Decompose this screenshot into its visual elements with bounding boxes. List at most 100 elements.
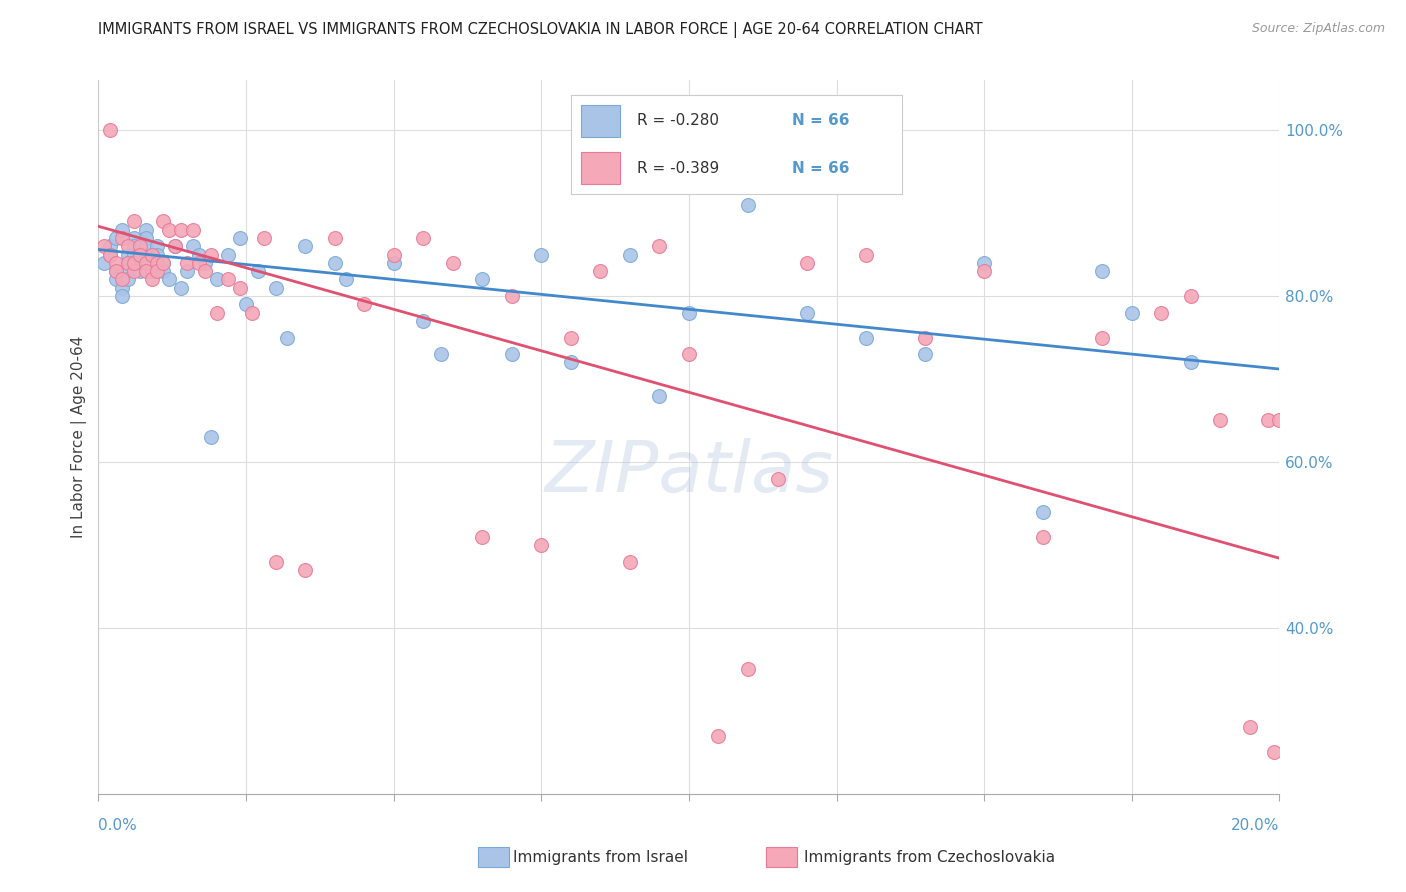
Point (441, 256, 464, 270)
Point (353, 297, 375, 311)
Point (152, 256, 174, 270)
Point (194, 264, 217, 278)
Point (111, 231, 134, 245)
Point (128, 256, 150, 270)
Point (1091, 330, 1114, 344)
Point (412, 231, 434, 245)
Point (1180, 289, 1202, 303)
Point (157, 222, 180, 236)
Point (766, 472, 789, 486)
Point (135, 239, 157, 253)
Point (217, 272, 239, 286)
Point (111, 272, 134, 286)
Point (1257, 413, 1279, 427)
Point (105, 264, 128, 278)
Point (165, 239, 187, 253)
Point (187, 256, 209, 270)
Text: 0.0%: 0.0% (98, 818, 138, 832)
Point (122, 231, 145, 245)
Point (176, 256, 198, 270)
Point (98, 247, 121, 261)
Point (122, 239, 145, 253)
Point (914, 347, 936, 361)
Point (973, 256, 995, 270)
Point (335, 272, 357, 286)
Point (152, 214, 174, 228)
Text: Immigrants from Israel: Immigrants from Israel (513, 850, 688, 864)
Point (93, 239, 115, 253)
Point (796, 256, 818, 270)
Point (264, 281, 287, 295)
Point (135, 264, 157, 278)
Text: 20.0%: 20.0% (1232, 818, 1279, 832)
Point (619, 555, 641, 569)
Point (128, 247, 150, 261)
Point (240, 305, 263, 319)
Point (1239, 721, 1261, 735)
Point (560, 330, 582, 344)
Point (135, 256, 157, 270)
Point (117, 272, 139, 286)
Point (560, 355, 582, 369)
Point (157, 272, 180, 286)
Point (170, 281, 193, 295)
Point (1032, 530, 1054, 544)
Point (122, 214, 145, 228)
Point (294, 563, 316, 577)
Point (205, 272, 228, 286)
Point (914, 330, 936, 344)
Point (122, 247, 145, 261)
Point (323, 231, 346, 245)
Point (501, 289, 523, 303)
Point (122, 256, 145, 270)
Y-axis label: In Labor Force | Age 20-64: In Labor Force | Age 20-64 (72, 336, 87, 538)
Point (98, 239, 121, 253)
Point (530, 247, 553, 261)
Point (382, 256, 405, 270)
Point (973, 264, 995, 278)
Point (152, 256, 174, 270)
Point (1263, 745, 1285, 759)
Point (117, 239, 139, 253)
Point (111, 222, 134, 236)
Point (471, 530, 494, 544)
Point (737, 662, 759, 676)
Point (117, 247, 139, 261)
Point (253, 231, 276, 245)
Point (111, 289, 134, 303)
Point (1180, 355, 1202, 369)
Text: IMMIGRANTS FROM ISRAEL VS IMMIGRANTS FROM CZECHOSLOVAKIA IN LABOR FORCE | AGE 20: IMMIGRANTS FROM ISRAEL VS IMMIGRANTS FRO… (98, 22, 983, 38)
Point (707, 729, 730, 743)
Point (93, 256, 115, 270)
Point (146, 239, 169, 253)
Point (471, 272, 494, 286)
Point (194, 256, 217, 270)
Point (589, 264, 612, 278)
Point (1091, 264, 1114, 278)
Point (128, 247, 150, 261)
Point (135, 231, 157, 245)
Point (122, 264, 145, 278)
Point (117, 256, 139, 270)
Point (619, 247, 641, 261)
Point (117, 256, 139, 270)
Point (111, 281, 134, 295)
Point (200, 247, 222, 261)
Point (737, 198, 759, 212)
Text: ZIPatlas: ZIPatlas (544, 438, 834, 508)
Point (146, 256, 169, 270)
Point (382, 247, 405, 261)
Point (146, 247, 169, 261)
Point (170, 222, 193, 236)
Point (276, 330, 298, 344)
Point (648, 239, 671, 253)
Point (105, 264, 128, 278)
Point (412, 314, 434, 328)
Point (146, 264, 169, 278)
Point (1150, 305, 1173, 319)
Point (294, 239, 316, 253)
Point (98, 123, 121, 137)
Point (229, 231, 252, 245)
Point (141, 247, 163, 261)
Point (105, 272, 128, 286)
